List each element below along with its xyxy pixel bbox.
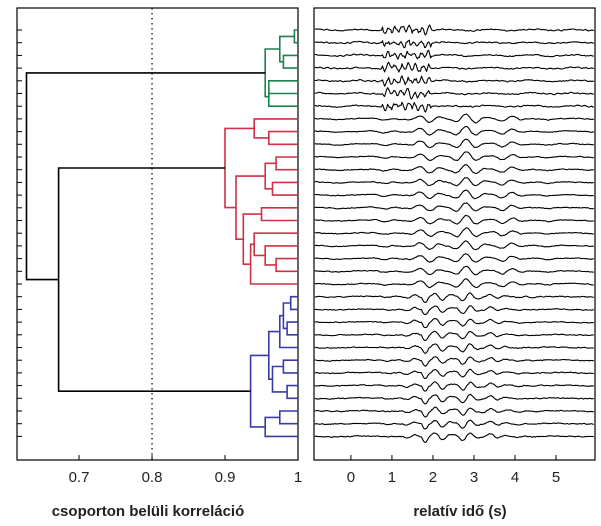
dendrogram-x-axis-title: csoporton belüli korreláció	[52, 503, 245, 520]
waveform-x-axis-title: relatív idő (s)	[413, 503, 506, 520]
dendrogram-chart: 0.7 0.8 0.9 1 csoporton belüli korreláció	[17, 8, 302, 520]
waveform-x-tick-label: 2	[429, 469, 437, 486]
waveform-x-tick-label: 3	[470, 469, 478, 486]
waveform-chart: 0 1 2 3 4 5 relatív idő (s)	[314, 8, 595, 520]
waveform-x-tick-label: 5	[552, 469, 560, 486]
waveform-x-tick-label: 0	[347, 469, 355, 486]
dendrogram-x-tick-label: 0.7	[69, 469, 90, 486]
waveform-x-tick-label: 1	[388, 469, 396, 486]
waveform-x-tick-label: 4	[511, 469, 519, 486]
dendrogram-x-tick-label: 0.8	[142, 469, 163, 486]
dendrogram-x-tick-label: 0.9	[215, 469, 236, 486]
dendrogram-x-tick-label: 1	[294, 469, 302, 486]
